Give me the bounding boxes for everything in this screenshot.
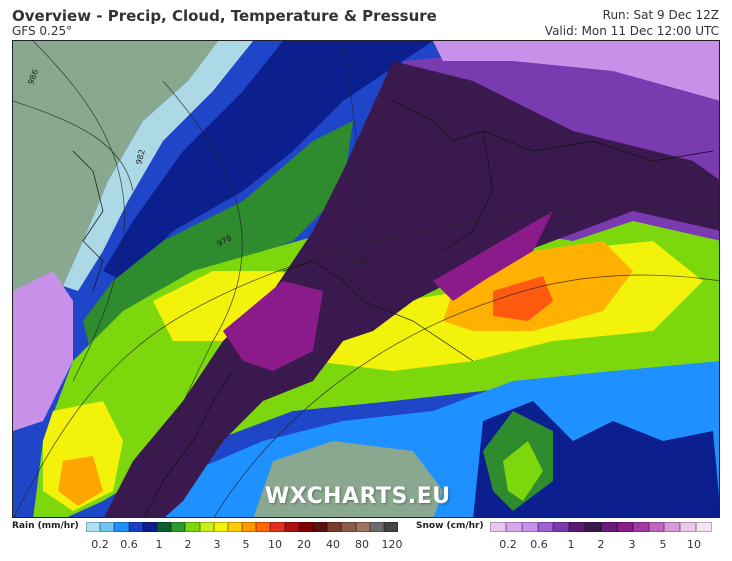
snow-swatch [521,522,538,532]
rain-legend-label: Rain (mm/hr) [12,521,79,531]
rain-swatch [341,522,356,532]
rain-swatch [327,522,342,532]
snow-tick-label: 0.2 [499,538,517,551]
rain-fringe-light [63,41,253,291]
weather-map: 986 982 978 970 974 [12,40,720,518]
snow-band-dark [104,61,719,517]
rain-tick-label: 2 [184,538,192,551]
snow-band-lavender [433,41,719,101]
rain-swatch [284,522,299,532]
run-time: Run: Sat 9 Dec 12Z [602,8,719,22]
isobar-label-970: 970 [352,255,369,267]
snow-swatch [569,522,586,532]
model-name: GFS 0.25° [12,24,73,38]
chart-header: Overview - Precip, Cloud, Temperature & … [0,0,732,40]
snow-swatch [632,522,649,532]
snow-tick-label: 0.6 [530,538,548,551]
rain-tick-label: 5 [242,538,250,551]
rain-swatch [369,522,384,532]
rain-swatch [128,522,143,532]
rain-swatch [227,522,243,532]
snow-area-west [13,271,73,431]
rain-tick-label: 1 [155,538,163,551]
watermark-logo: WXCHARTS.EU [265,484,451,509]
rain-swatch [355,522,370,532]
rain-band-navy [103,41,433,281]
rain-tick-label: 3 [213,538,221,551]
legend: Rain (mm/hr) 0.2 0.6 1 2 3 5 10 20 40 80 120 Snow … [0,520,732,561]
rain-swatch [185,522,200,532]
snow-swatch [680,522,697,532]
cloud-area-south [253,441,443,517]
snow-tick-label: 10 [687,538,701,551]
snow-tick-label: 1 [567,538,575,551]
map-canvas: 986 982 978 970 974 [13,41,719,517]
snow-swatch [601,522,617,532]
rain-tick-label: 0.6 [120,538,138,551]
isobars [13,41,719,517]
rain-area-southwest-orange [58,456,103,506]
rain-swatch [270,522,285,532]
rain-tick-label: 120 [381,538,403,551]
snow-tick-label: 2 [597,538,605,551]
rain-swatch [156,522,172,532]
snow-legend-label: Snow (cm/hr) [416,521,484,531]
isobar-970 [342,41,360,282]
snow-color-bar [490,522,713,532]
snow-swatch [664,522,681,532]
snow-swatch [585,522,602,532]
rain-tick-label: 0.2 [91,538,109,551]
coastlines [72,100,714,517]
rain-swatch [383,522,399,532]
isobar-outer [13,208,719,517]
rain-tick-label: 40 [326,538,340,551]
rain-swatch [171,522,186,532]
snow-tick-label: 3 [628,538,636,551]
snow-area-magenta-west [223,281,323,371]
snow-swatch [553,522,570,532]
rain-swatch [114,522,129,532]
snow-swatch [648,522,665,532]
rain-swatch [298,522,313,532]
rain-tick-label: 10 [268,538,282,551]
isobar-974 [213,274,719,517]
snow-area-magenta [433,211,553,301]
rain-swatch [242,522,257,532]
isobar-label-982: 982 [134,148,147,165]
rain-swatch [213,522,228,532]
snow-swatch [490,522,506,532]
isobar-978 [123,80,243,517]
snow-swatch [505,522,522,532]
rain-swatch [142,522,157,532]
cloud-area-northwest [13,41,218,321]
rain-swatch [199,522,214,532]
rain-swatch [256,522,271,532]
snow-swatch [696,522,713,532]
valid-time: Valid: Mon 11 Dec 12:00 UTC [544,24,719,38]
rain-color-bar [86,522,399,532]
chart-title: Overview - Precip, Cloud, Temperature & … [12,7,437,25]
snow-tick-label: 5 [659,538,667,551]
isobar-982 [32,41,125,382]
rain-area-southeast-lime [503,441,543,501]
isobar-986 [13,100,134,192]
rain-tick-label: 80 [355,538,369,551]
rain-swatch [86,522,101,532]
rain-swatch [100,522,115,532]
snow-swatch [616,522,633,532]
rain-tick-label: 20 [297,538,311,551]
snow-swatch [537,522,554,532]
rain-swatch [313,522,328,532]
